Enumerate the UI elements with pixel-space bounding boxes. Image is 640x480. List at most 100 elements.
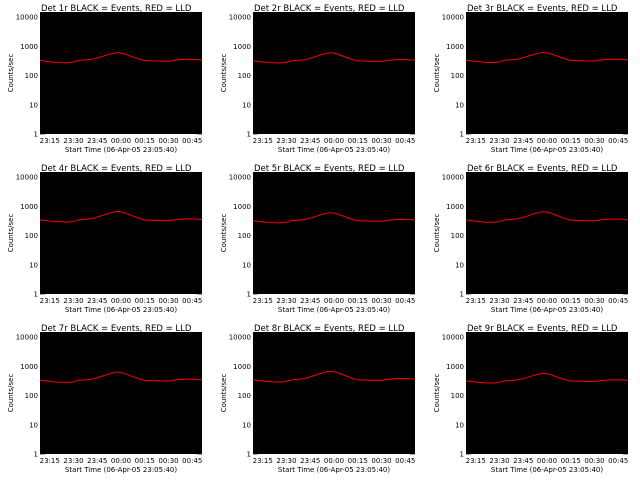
chart-title: Det 7r BLACK = Events, RED = LLD [41,324,192,334]
interval-marker [357,333,363,340]
x-tick-label: 00:30 [158,457,178,465]
y-tick-label: 10000 [229,334,251,342]
x-tick-label: 23:15 [40,457,60,465]
interval-marker [144,173,150,180]
x-tick-label: 00:45 [608,297,628,305]
x-tick-label: 00:45 [608,457,628,465]
chart-panel-8: Det 8r BLACK = Events, RED = LLD 1 10 100 10… [220,324,415,474]
x-tick-label: 00:00 [324,297,344,305]
x-axis-label: Start Time (06-Apr-05 23:05:40) [65,146,177,154]
y-tick-label: 1000 [233,203,251,211]
chart-panel-6: Det 6r BLACK = Events, RED = LLD 1 10 100 10… [433,164,628,314]
y-tick-label: 1000 [20,43,38,51]
x-tick-label: 00:30 [158,297,178,305]
y-tick-label: 10 [242,101,251,109]
y-tick-label: 1 [34,451,38,459]
chart-title: Det 8r BLACK = Events, RED = LLD [254,324,405,334]
y-tick-label: 1000 [446,363,464,371]
events-series-line [465,219,629,229]
interval-marker [570,173,576,180]
x-tick-label: 00:00 [111,137,131,145]
x-tick-label: 00:45 [395,137,415,145]
events-series-line [252,379,416,389]
x-tick-label: 23:15 [466,137,486,145]
y-tick-label: 10 [29,101,38,109]
plot-frame [253,12,415,134]
x-axis-label: Start Time (06-Apr-05 23:05:40) [278,306,390,314]
y-tick-label: 1 [247,291,251,299]
lld-series-line [39,371,203,384]
x-tick-label: 00:15 [561,297,581,305]
y-axis-label: Counts/sec [433,214,441,253]
x-tick-label: 00:00 [537,457,557,465]
y-tick-label: 10 [242,421,251,429]
x-tick-label: 00:45 [395,297,415,305]
y-tick-label: 10000 [16,174,38,182]
y-axis-label: Counts/sec [433,374,441,413]
x-tick-label: 00:30 [584,457,604,465]
events-series-line [39,219,203,228]
y-axis-label: Counts/sec [220,374,228,413]
x-tick-label: 00:15 [135,137,155,145]
x-tick-label: 00:30 [584,137,604,145]
y-tick-label: 1000 [446,203,464,211]
x-tick-label: 00:00 [537,297,557,305]
x-tick-label: 00:15 [348,137,368,145]
x-tick-label: 23:15 [466,297,486,305]
x-tick-label: 00:00 [537,137,557,145]
x-tick-label: 00:15 [561,137,581,145]
interval-marker [357,13,363,20]
y-tick-label: 1 [460,291,464,299]
x-tick-label: 23:45 [87,457,107,465]
lld-series-line [465,51,629,64]
x-tick-label: 00:30 [371,457,391,465]
y-axis-label: Counts/sec [7,214,15,253]
chart-panel-5: Det 5r BLACK = Events, RED = LLD 1 10 100 10… [220,164,415,314]
y-tick-label: 100 [451,392,464,400]
x-tick-label: 00:15 [348,457,368,465]
y-tick-label: 1000 [446,43,464,51]
x-tick-label: 23:45 [300,297,320,305]
y-tick-label: 10000 [442,14,464,22]
x-tick-label: 00:00 [324,137,344,145]
x-tick-label: 23:15 [466,457,486,465]
y-tick-label: 1000 [20,363,38,371]
plot-frame [253,172,415,294]
plot-frame [40,332,202,454]
x-tick-label: 23:15 [40,137,60,145]
lld-series-line [465,372,629,384]
chart-title: Det 6r BLACK = Events, RED = LLD [467,164,618,174]
x-tick-label: 00:30 [371,137,391,145]
y-tick-label: 10 [455,101,464,109]
x-axis-label: Start Time (06-Apr-05 23:05:40) [65,306,177,314]
y-tick-label: 1 [460,451,464,459]
x-tick-label: 00:00 [111,457,131,465]
x-tick-label: 23:15 [40,297,60,305]
y-tick-label: 1000 [233,43,251,51]
x-tick-label: 00:15 [135,297,155,305]
y-axis-label: Counts/sec [7,374,15,413]
x-tick-label: 00:45 [182,457,202,465]
x-tick-label: 23:30 [276,457,296,465]
x-tick-label: 23:30 [489,457,509,465]
x-tick-label: 23:45 [87,137,107,145]
x-tick-label: 00:15 [135,457,155,465]
x-tick-label: 00:30 [158,137,178,145]
events-series-line [465,380,629,390]
chart-panel-7: Det 7r BLACK = Events, RED = LLD 1 10 100 10… [7,324,202,474]
interval-marker [570,13,576,20]
lld-series-line [252,211,416,224]
lld-series-line [252,370,416,383]
x-tick-label: 00:45 [182,137,202,145]
chart-panel-4: Det 4r BLACK = Events, RED = LLD 1 10 100 10… [7,164,202,314]
y-axis-label: Counts/sec [433,54,441,93]
lld-series-line [465,211,629,223]
x-tick-label: 23:30 [63,137,83,145]
y-tick-label: 10000 [16,334,38,342]
lld-series-line [39,210,203,223]
y-tick-label: 10 [29,261,38,269]
x-tick-label: 23:15 [253,137,273,145]
x-tick-label: 00:45 [395,457,415,465]
chart-title: Det 1r BLACK = Events, RED = LLD [41,4,192,14]
